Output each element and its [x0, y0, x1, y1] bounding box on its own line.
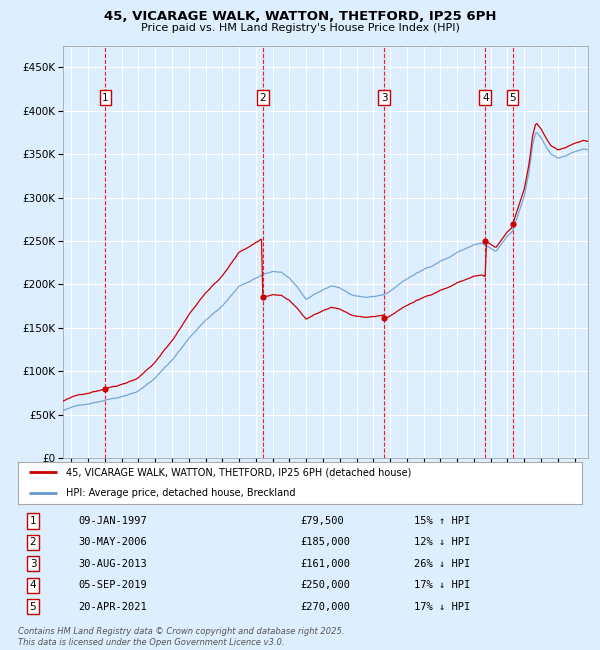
Text: 30-MAY-2006: 30-MAY-2006 [78, 538, 147, 547]
Text: Contains HM Land Registry data © Crown copyright and database right 2025.
This d: Contains HM Land Registry data © Crown c… [18, 627, 344, 647]
Text: 45, VICARAGE WALK, WATTON, THETFORD, IP25 6PH: 45, VICARAGE WALK, WATTON, THETFORD, IP2… [104, 10, 496, 23]
Text: 09-JAN-1997: 09-JAN-1997 [78, 516, 147, 526]
Text: 2: 2 [29, 538, 37, 547]
Text: 1: 1 [29, 516, 37, 526]
Text: 05-SEP-2019: 05-SEP-2019 [78, 580, 147, 590]
Text: 17% ↓ HPI: 17% ↓ HPI [414, 580, 470, 590]
Text: 4: 4 [29, 580, 37, 590]
Text: 2: 2 [259, 93, 266, 103]
Text: 12% ↓ HPI: 12% ↓ HPI [414, 538, 470, 547]
Text: 30-AUG-2013: 30-AUG-2013 [78, 559, 147, 569]
Text: 20-APR-2021: 20-APR-2021 [78, 602, 147, 612]
Text: 5: 5 [509, 93, 516, 103]
Text: 5: 5 [29, 602, 37, 612]
Text: 15% ↑ HPI: 15% ↑ HPI [414, 516, 470, 526]
Text: 3: 3 [381, 93, 388, 103]
Text: £161,000: £161,000 [300, 559, 350, 569]
Text: 3: 3 [29, 559, 37, 569]
Text: 1: 1 [102, 93, 109, 103]
Text: 26% ↓ HPI: 26% ↓ HPI [414, 559, 470, 569]
Text: 45, VICARAGE WALK, WATTON, THETFORD, IP25 6PH (detached house): 45, VICARAGE WALK, WATTON, THETFORD, IP2… [66, 467, 412, 477]
Text: 17% ↓ HPI: 17% ↓ HPI [414, 602, 470, 612]
Text: 4: 4 [482, 93, 488, 103]
Text: £79,500: £79,500 [300, 516, 344, 526]
Text: £270,000: £270,000 [300, 602, 350, 612]
Text: Price paid vs. HM Land Registry's House Price Index (HPI): Price paid vs. HM Land Registry's House … [140, 23, 460, 32]
Text: HPI: Average price, detached house, Breckland: HPI: Average price, detached house, Brec… [66, 488, 295, 498]
Text: £185,000: £185,000 [300, 538, 350, 547]
Text: £250,000: £250,000 [300, 580, 350, 590]
